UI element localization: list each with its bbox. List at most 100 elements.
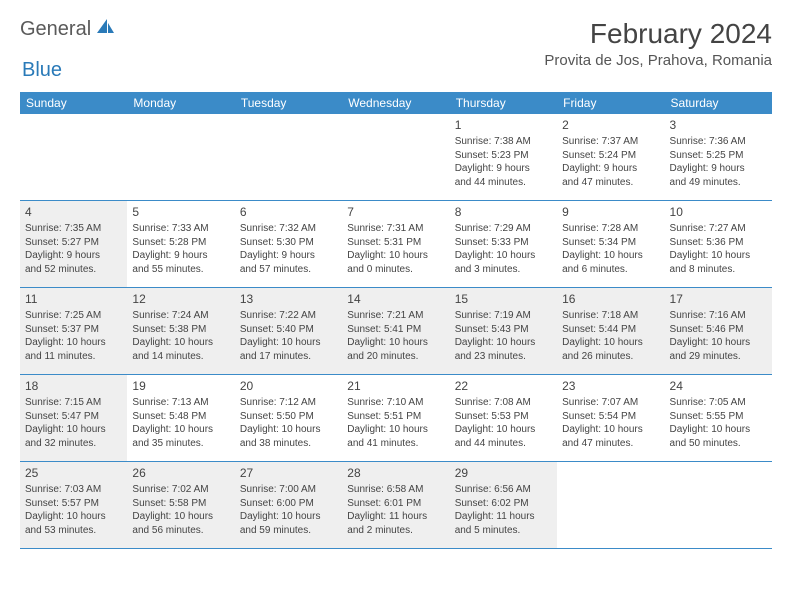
- day-number: 23: [562, 378, 659, 394]
- daylight1-text: Daylight: 10 hours: [670, 249, 767, 263]
- day-header-row: SundayMondayTuesdayWednesdayThursdayFrid…: [20, 92, 772, 114]
- sunrise-text: Sunrise: 7:22 AM: [240, 309, 337, 323]
- day-number: 6: [240, 204, 337, 220]
- day-cell: 13Sunrise: 7:22 AMSunset: 5:40 PMDayligh…: [235, 288, 342, 374]
- day-header: Tuesday: [235, 92, 342, 114]
- daylight2-text: and 57 minutes.: [240, 263, 337, 277]
- week-row: 4Sunrise: 7:35 AMSunset: 5:27 PMDaylight…: [20, 201, 772, 288]
- day-number: 3: [670, 117, 767, 133]
- day-number: 13: [240, 291, 337, 307]
- sunset-text: Sunset: 5:58 PM: [132, 497, 229, 511]
- sunset-text: Sunset: 5:50 PM: [240, 410, 337, 424]
- daylight1-text: Daylight: 10 hours: [347, 249, 444, 263]
- daylight2-text: and 41 minutes.: [347, 437, 444, 451]
- sunrise-text: Sunrise: 7:10 AM: [347, 396, 444, 410]
- day-number: 4: [25, 204, 122, 220]
- daylight1-text: Daylight: 10 hours: [132, 423, 229, 437]
- sunset-text: Sunset: 5:31 PM: [347, 236, 444, 250]
- day-cell: [20, 114, 127, 200]
- daylight1-text: Daylight: 10 hours: [132, 510, 229, 524]
- week-row: 18Sunrise: 7:15 AMSunset: 5:47 PMDayligh…: [20, 375, 772, 462]
- day-number: 19: [132, 378, 229, 394]
- sunrise-text: Sunrise: 7:36 AM: [670, 135, 767, 149]
- day-cell: 15Sunrise: 7:19 AMSunset: 5:43 PMDayligh…: [450, 288, 557, 374]
- day-cell: [235, 114, 342, 200]
- sunset-text: Sunset: 5:30 PM: [240, 236, 337, 250]
- daylight1-text: Daylight: 10 hours: [670, 336, 767, 350]
- day-cell: 19Sunrise: 7:13 AMSunset: 5:48 PMDayligh…: [127, 375, 234, 461]
- sunset-text: Sunset: 5:57 PM: [25, 497, 122, 511]
- day-cell: [557, 462, 664, 548]
- sunrise-text: Sunrise: 7:31 AM: [347, 222, 444, 236]
- day-cell: 28Sunrise: 6:58 AMSunset: 6:01 PMDayligh…: [342, 462, 449, 548]
- daylight1-text: Daylight: 11 hours: [347, 510, 444, 524]
- sunrise-text: Sunrise: 7:16 AM: [670, 309, 767, 323]
- day-number: 9: [562, 204, 659, 220]
- sunset-text: Sunset: 5:48 PM: [132, 410, 229, 424]
- daylight1-text: Daylight: 10 hours: [25, 510, 122, 524]
- day-cell: 11Sunrise: 7:25 AMSunset: 5:37 PMDayligh…: [20, 288, 127, 374]
- day-cell: 16Sunrise: 7:18 AMSunset: 5:44 PMDayligh…: [557, 288, 664, 374]
- day-cell: 23Sunrise: 7:07 AMSunset: 5:54 PMDayligh…: [557, 375, 664, 461]
- daylight2-text: and 55 minutes.: [132, 263, 229, 277]
- sunrise-text: Sunrise: 7:18 AM: [562, 309, 659, 323]
- day-number: 7: [347, 204, 444, 220]
- sunset-text: Sunset: 5:40 PM: [240, 323, 337, 337]
- sunrise-text: Sunrise: 7:32 AM: [240, 222, 337, 236]
- daylight2-text: and 50 minutes.: [670, 437, 767, 451]
- sunset-text: Sunset: 5:41 PM: [347, 323, 444, 337]
- day-cell: 5Sunrise: 7:33 AMSunset: 5:28 PMDaylight…: [127, 201, 234, 287]
- day-header: Thursday: [450, 92, 557, 114]
- calendar-grid: SundayMondayTuesdayWednesdayThursdayFrid…: [20, 92, 772, 549]
- sunset-text: Sunset: 5:38 PM: [132, 323, 229, 337]
- day-number: 14: [347, 291, 444, 307]
- daylight1-text: Daylight: 9 hours: [670, 162, 767, 176]
- sunrise-text: Sunrise: 7:29 AM: [455, 222, 552, 236]
- day-header: Friday: [557, 92, 664, 114]
- week-row: 1Sunrise: 7:38 AMSunset: 5:23 PMDaylight…: [20, 114, 772, 201]
- day-cell: 27Sunrise: 7:00 AMSunset: 6:00 PMDayligh…: [235, 462, 342, 548]
- sunset-text: Sunset: 5:55 PM: [670, 410, 767, 424]
- day-cell: 3 Sunrise: 7:36 AMSunset: 5:25 PMDaylight…: [665, 114, 772, 200]
- sunset-text: Sunset: 5:34 PM: [562, 236, 659, 250]
- daylight1-text: Daylight: 10 hours: [240, 510, 337, 524]
- daylight1-text: Daylight: 10 hours: [562, 336, 659, 350]
- day-cell: 29Sunrise: 6:56 AMSunset: 6:02 PMDayligh…: [450, 462, 557, 548]
- weeks-container: 1Sunrise: 7:38 AMSunset: 5:23 PMDaylight…: [20, 114, 772, 549]
- daylight1-text: Daylight: 10 hours: [240, 423, 337, 437]
- sunrise-text: Sunrise: 6:56 AM: [455, 483, 552, 497]
- month-title: February 2024: [544, 18, 772, 50]
- day-number: 25: [25, 465, 122, 481]
- sunrise-text: Sunrise: 7:07 AM: [562, 396, 659, 410]
- daylight1-text: Daylight: 10 hours: [455, 423, 552, 437]
- daylight2-text: and 49 minutes.: [670, 176, 767, 190]
- sunset-text: Sunset: 5:33 PM: [455, 236, 552, 250]
- sunset-text: Sunset: 6:01 PM: [347, 497, 444, 511]
- sunset-text: Sunset: 5:25 PM: [670, 149, 767, 163]
- sunrise-text: Sunrise: 7:33 AM: [132, 222, 229, 236]
- day-number: 27: [240, 465, 337, 481]
- sunset-text: Sunset: 5:24 PM: [562, 149, 659, 163]
- daylight1-text: Daylight: 10 hours: [455, 336, 552, 350]
- daylight1-text: Daylight: 9 hours: [240, 249, 337, 263]
- day-number: 1: [455, 117, 552, 133]
- day-number: 18: [25, 378, 122, 394]
- daylight1-text: Daylight: 10 hours: [455, 249, 552, 263]
- daylight2-text: and 3 minutes.: [455, 263, 552, 277]
- day-cell: [665, 462, 772, 548]
- sunset-text: Sunset: 5:44 PM: [562, 323, 659, 337]
- logo-text-blue: Blue: [22, 59, 62, 81]
- daylight2-text: and 26 minutes.: [562, 350, 659, 364]
- daylight2-text: and 44 minutes.: [455, 437, 552, 451]
- daylight2-text: and 44 minutes.: [455, 176, 552, 190]
- sunrise-text: Sunrise: 7:02 AM: [132, 483, 229, 497]
- day-cell: [127, 114, 234, 200]
- daylight2-text: and 47 minutes.: [562, 176, 659, 190]
- day-cell: 20Sunrise: 7:12 AMSunset: 5:50 PMDayligh…: [235, 375, 342, 461]
- sunrise-text: Sunrise: 7:25 AM: [25, 309, 122, 323]
- daylight2-text: and 0 minutes.: [347, 263, 444, 277]
- day-header: Monday: [127, 92, 234, 114]
- daylight1-text: Daylight: 9 hours: [132, 249, 229, 263]
- daylight2-text: and 29 minutes.: [670, 350, 767, 364]
- sunrise-text: Sunrise: 6:58 AM: [347, 483, 444, 497]
